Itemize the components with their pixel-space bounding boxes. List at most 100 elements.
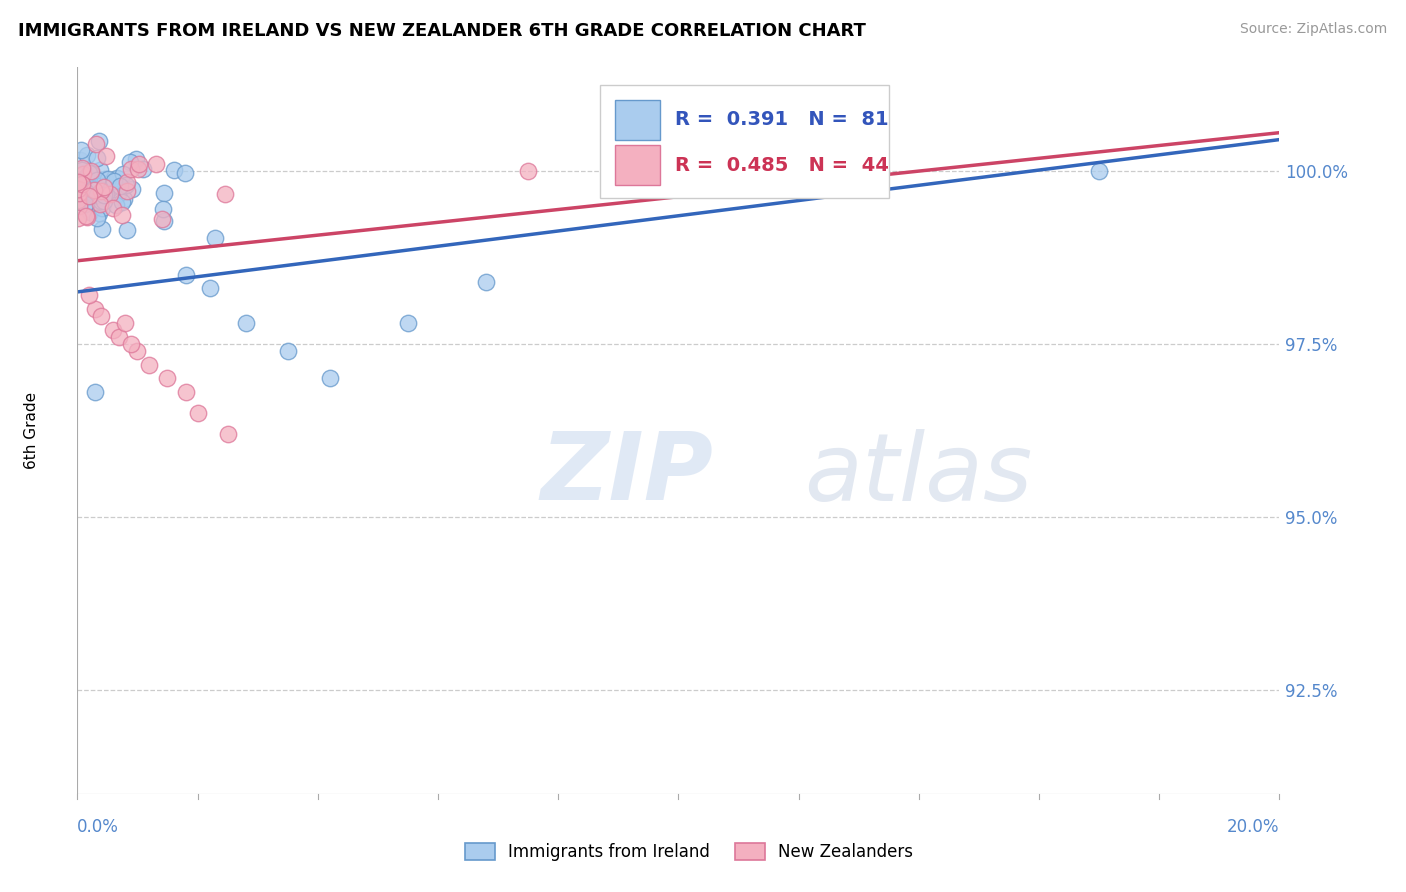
Point xyxy=(115,178,138,193)
Point xyxy=(87,184,110,198)
Point xyxy=(86,188,108,202)
Point xyxy=(66,175,89,189)
Point xyxy=(67,184,90,198)
Point xyxy=(80,166,103,180)
Point xyxy=(72,167,94,181)
Point xyxy=(121,182,143,196)
Point xyxy=(89,135,111,149)
Point xyxy=(83,181,105,195)
Point xyxy=(75,170,97,185)
Text: 20.0%: 20.0% xyxy=(1227,818,1279,836)
Point xyxy=(76,148,98,162)
Point xyxy=(127,161,149,176)
Point xyxy=(90,194,112,208)
Point xyxy=(67,198,90,212)
Point xyxy=(235,316,257,330)
Point xyxy=(105,170,128,185)
Point xyxy=(83,185,105,199)
Point xyxy=(91,184,114,198)
Point xyxy=(90,184,112,198)
Point xyxy=(83,186,105,201)
Point xyxy=(174,385,197,400)
Point xyxy=(104,198,127,212)
Point xyxy=(111,208,134,222)
Point xyxy=(93,188,115,202)
Point xyxy=(475,275,498,289)
Point xyxy=(319,371,342,385)
Point xyxy=(69,153,91,168)
Point xyxy=(75,186,97,200)
Point xyxy=(77,165,100,179)
Point xyxy=(517,163,540,178)
Point xyxy=(153,214,176,228)
Point xyxy=(82,182,104,196)
Point xyxy=(114,316,136,330)
Point xyxy=(84,385,107,400)
Text: R =  0.485   N =  44: R = 0.485 N = 44 xyxy=(675,156,889,175)
Point xyxy=(217,426,239,441)
Point xyxy=(128,157,150,171)
Point xyxy=(152,202,174,216)
Point xyxy=(174,166,197,180)
Point xyxy=(69,196,91,211)
Point xyxy=(111,194,134,209)
Point xyxy=(72,163,94,178)
Point xyxy=(103,201,125,215)
Point xyxy=(69,176,91,190)
Point xyxy=(93,194,115,208)
Text: ZIP: ZIP xyxy=(540,428,713,520)
Point xyxy=(94,186,117,201)
Point xyxy=(174,268,197,282)
Point xyxy=(89,196,111,211)
Point xyxy=(87,206,110,220)
Point xyxy=(93,186,115,201)
Point xyxy=(86,211,108,225)
Point xyxy=(73,196,96,211)
Point xyxy=(120,336,142,351)
Point xyxy=(86,173,108,187)
Point xyxy=(75,209,97,223)
Point xyxy=(198,281,221,295)
Text: Source: ZipAtlas.com: Source: ZipAtlas.com xyxy=(1240,22,1388,37)
Point xyxy=(100,181,122,195)
Point xyxy=(79,189,101,203)
Text: atlas: atlas xyxy=(804,428,1033,519)
Point xyxy=(138,358,160,372)
Point xyxy=(94,149,117,163)
Point xyxy=(98,187,121,202)
Point xyxy=(94,172,117,186)
Point xyxy=(66,211,89,226)
Point xyxy=(156,371,179,385)
Text: 0.0%: 0.0% xyxy=(77,818,120,836)
Point xyxy=(79,204,101,219)
Point xyxy=(150,212,173,227)
Point xyxy=(84,137,107,152)
Point xyxy=(83,183,105,197)
Point xyxy=(67,193,90,207)
Point xyxy=(127,343,149,358)
Point xyxy=(93,179,115,194)
Point xyxy=(79,288,101,302)
Point xyxy=(67,186,90,200)
Point xyxy=(69,143,91,157)
Point xyxy=(70,177,93,191)
Point xyxy=(214,187,236,202)
Point xyxy=(91,221,114,235)
Point xyxy=(86,151,108,165)
Point xyxy=(89,163,111,178)
Point xyxy=(67,182,90,196)
Point xyxy=(108,330,131,344)
Point xyxy=(120,155,142,169)
Point xyxy=(97,171,120,186)
Point xyxy=(83,188,105,202)
Point xyxy=(145,157,167,171)
Point xyxy=(90,309,112,323)
Text: 6th Grade: 6th Grade xyxy=(24,392,39,469)
Point xyxy=(163,163,186,178)
Point xyxy=(112,168,135,182)
Point xyxy=(103,323,125,337)
Point xyxy=(115,184,138,198)
Point xyxy=(103,174,125,188)
Point xyxy=(277,343,299,358)
Point xyxy=(107,186,129,201)
